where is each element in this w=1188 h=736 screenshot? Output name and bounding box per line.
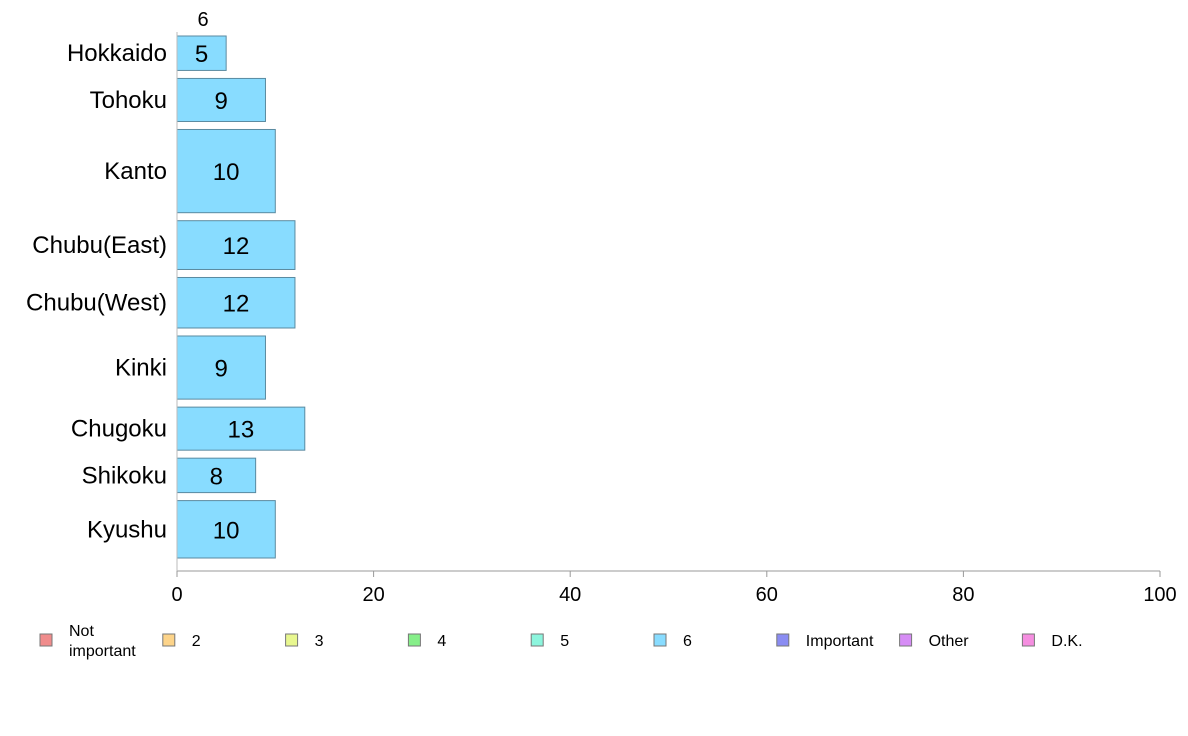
legend-swatch-important bbox=[776, 633, 790, 647]
x-tick-label-0: 0 bbox=[171, 584, 182, 606]
legend-label-important: Important bbox=[806, 633, 874, 650]
bar-value-label-chubu-west: 12 bbox=[223, 291, 250, 318]
legend-swatch-3 bbox=[285, 633, 299, 647]
bar-value-label-hokkaido: 5 bbox=[195, 41, 208, 68]
category-label-chubu-east: Chubu(East) bbox=[32, 232, 167, 259]
x-tick-label-20: 20 bbox=[362, 584, 384, 606]
x-axis: 0 20 40 60 80 100 bbox=[171, 32, 1177, 606]
category-label-chubu-west: Chubu(West) bbox=[26, 290, 167, 317]
legend-label-3: 3 bbox=[315, 633, 324, 650]
bar-chugoku bbox=[176, 406, 306, 451]
legend-swatch-4 bbox=[407, 633, 421, 647]
category-label-tohoku: Tohoku bbox=[90, 87, 167, 114]
bar-value-label-kyushu: 10 bbox=[213, 517, 240, 544]
legend-swatch-6 bbox=[653, 633, 667, 647]
bar-value-label-chubu-east: 12 bbox=[223, 233, 250, 260]
x-tick-label-40: 40 bbox=[559, 584, 581, 606]
legend-label-2: 2 bbox=[192, 633, 201, 650]
category-label-kyushu: Kyushu bbox=[87, 516, 167, 543]
category-label-shikoku: Shikoku bbox=[82, 462, 167, 489]
legend-swatch-d-k bbox=[1021, 633, 1035, 647]
bar-value-label-shikoku: 8 bbox=[210, 463, 223, 490]
bar-value-label-chugoku: 13 bbox=[228, 417, 255, 444]
bar-kanto bbox=[176, 128, 276, 214]
legend-label-not-important: Not important bbox=[69, 623, 136, 660]
bar-kinki bbox=[176, 335, 266, 400]
legend-label-5: 5 bbox=[560, 633, 569, 650]
bar-chubu-west bbox=[176, 276, 296, 329]
bar-chubu-east bbox=[176, 220, 296, 270]
legend-label-other: Other bbox=[929, 633, 970, 650]
bar-value-label-kanto: 10 bbox=[213, 159, 240, 186]
legend-label-4: 4 bbox=[437, 633, 446, 650]
category-label-hokkaido: Hokkaido bbox=[67, 40, 167, 67]
legend-label-d-k: D.K. bbox=[1051, 633, 1082, 650]
legend-swatch-5 bbox=[530, 633, 544, 647]
bar-value-label-kinki: 9 bbox=[215, 356, 228, 383]
legend-label-6: 6 bbox=[683, 633, 692, 650]
x-tick-label-100: 100 bbox=[1143, 584, 1176, 606]
bar-value-label-tohoku: 9 bbox=[215, 88, 228, 115]
top-annotation: 6 bbox=[197, 9, 208, 31]
legend-swatch-not-important bbox=[39, 633, 53, 647]
x-tick-label-80: 80 bbox=[952, 584, 974, 606]
legend-swatch-other bbox=[899, 633, 913, 647]
category-label-kanto: Kanto bbox=[104, 158, 167, 185]
bars-group: 5 Hokkaido 9 Tohoku 10 Kanto 12 Chubu(East) 12 Ch… bbox=[26, 35, 306, 559]
legend-swatch-2 bbox=[162, 633, 176, 647]
x-tick-label-60: 60 bbox=[756, 584, 778, 606]
bar-tohoku bbox=[176, 77, 266, 122]
category-label-kinki: Kinki bbox=[115, 355, 167, 382]
legend: Not important 2 3 4 5 6 Important Other D.K. bbox=[39, 623, 1083, 660]
category-label-chugoku: Chugoku bbox=[71, 416, 167, 443]
